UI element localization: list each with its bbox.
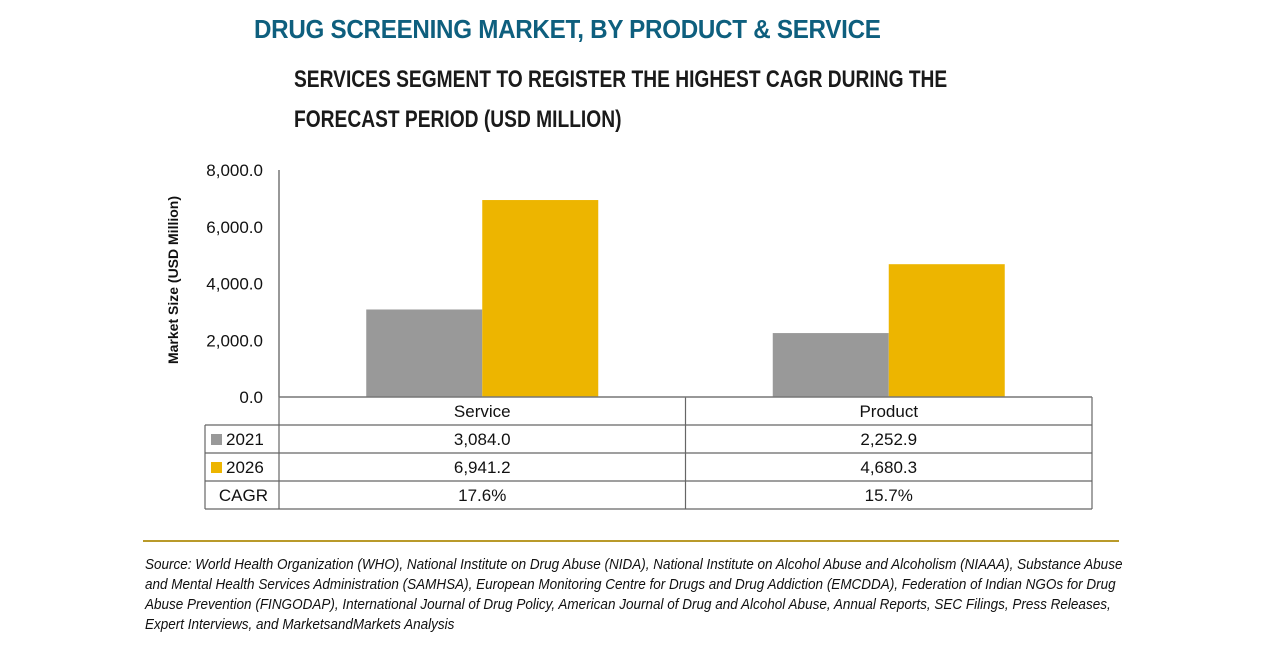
bar-2021-service [366,309,483,397]
bar-2026-product [888,264,1005,397]
data-label: 2,252.9 [860,430,917,449]
legend-swatch-2026 [211,462,222,473]
y-tick-label: 2,000.0 [206,331,263,350]
y-axis-ticks: 0.0 2,000.0 4,000.0 6,000.0 8,000.0 [206,161,263,407]
y-tick-label: 8,000.0 [206,161,263,180]
bar-chart: 0.0 2,000.0 4,000.0 6,000.0 8,000.0 Market S… [165,161,1093,510]
y-axis-label: Market Size (USD Million) [165,196,181,364]
cagr-value: 15.7% [865,486,913,505]
legend-label: 2021 [226,430,264,449]
chart-title: DRUG SCREENING MARKET, BY PRODUCT & SERV… [254,14,881,44]
legend-swatch-2021 [211,434,222,445]
chart-subtitle: SERVICES SEGMENT TO REGISTER THE HIGHEST… [294,66,948,133]
x-category-label: Service [454,402,511,421]
bar-2026-service [482,200,599,397]
legend-label: 2026 [226,458,264,477]
y-tick-label: 0.0 [239,388,263,407]
data-label: 4,680.3 [860,458,917,477]
data-label: 3,084.0 [454,430,511,449]
y-tick-label: 4,000.0 [206,275,263,294]
source-note: Source: World Health Organization (WHO),… [145,556,1123,633]
divider-rule [143,540,1119,542]
bar-2021-product [772,333,889,397]
x-category-label: Product [859,402,918,421]
data-table: Service Product 2021 3,084.0 2,252.9 2026 6,94… [204,397,1093,510]
data-label: 6,941.2 [454,458,511,477]
row-label-cagr: CAGR [219,486,268,505]
bars [366,200,1005,397]
y-tick-label: 6,000.0 [206,218,263,237]
cagr-value: 17.6% [458,486,506,505]
